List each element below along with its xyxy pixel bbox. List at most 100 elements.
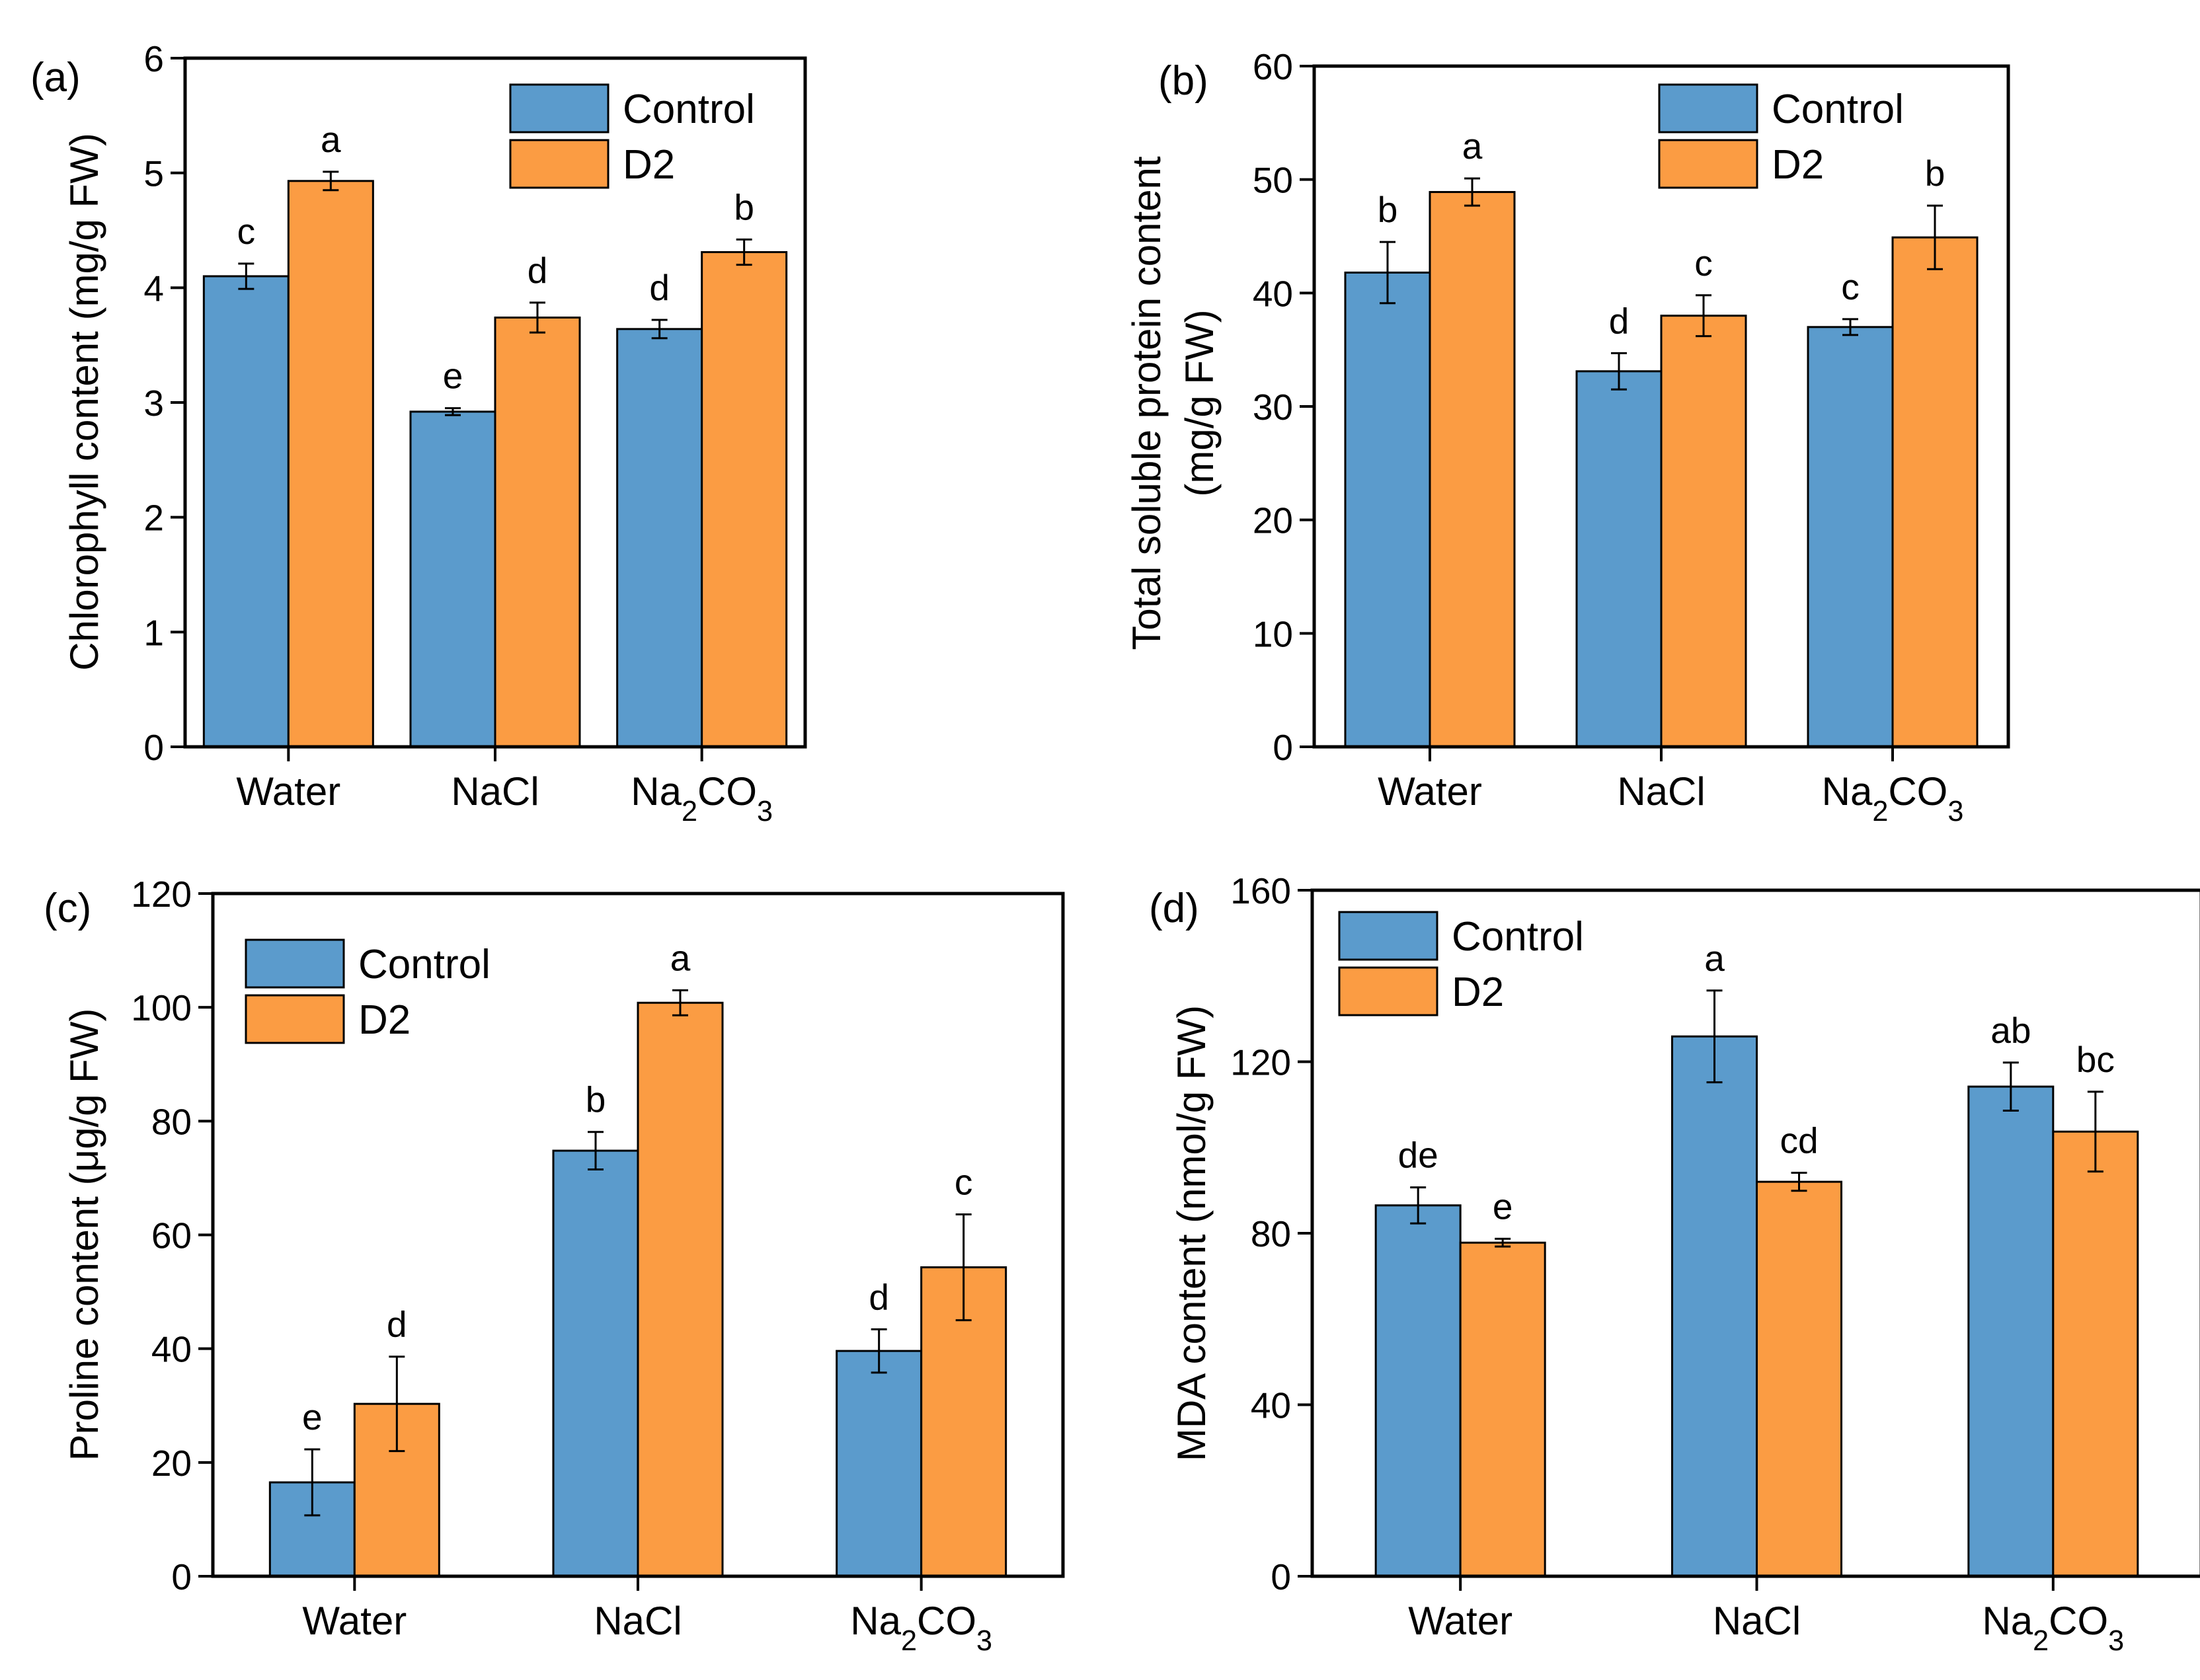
bar-d2-water bbox=[1459, 1241, 1546, 1578]
x-tick-label: NaCl bbox=[451, 769, 539, 814]
significance-letter: c bbox=[1841, 266, 1860, 307]
bar-control-na2co3 bbox=[1967, 1085, 2055, 1578]
x-tick-label: NaCl bbox=[1713, 1599, 1801, 1643]
legend-label: D2 bbox=[1772, 142, 1824, 188]
y-tick-label: 40 bbox=[151, 1329, 192, 1370]
x-tick-label: Na2CO3 bbox=[850, 1599, 992, 1657]
bar-control-nacl bbox=[1671, 1035, 1758, 1578]
y-tick-label: 50 bbox=[1253, 160, 1293, 201]
significance-letter: d bbox=[649, 267, 670, 308]
chart-panel-1: (a) 0 1 2 3 4 5 6 c e d a d b Water NaCl Na2CO3 Chlorophy… bbox=[30, 38, 807, 827]
y-axis-title: Proline content (μg/g FW) bbox=[62, 1009, 106, 1461]
bar-d2-nacl bbox=[1660, 315, 1747, 748]
significance-letter: e bbox=[443, 356, 463, 397]
plot-frame bbox=[183, 56, 807, 749]
legend: Control D2 bbox=[1658, 83, 1904, 189]
legend-label: Control bbox=[1772, 87, 1904, 132]
bar-d2-water bbox=[1429, 191, 1516, 748]
bar-control-nacl bbox=[409, 410, 496, 748]
bar-control-water bbox=[1374, 1204, 1462, 1578]
bar-control-water bbox=[1344, 271, 1431, 748]
significance-letter: c bbox=[1694, 243, 1713, 284]
y-tick-label: 100 bbox=[131, 987, 192, 1028]
y-tick-label: 5 bbox=[143, 153, 164, 194]
y-tick-label: 60 bbox=[151, 1215, 192, 1256]
bar-control-nacl bbox=[1575, 370, 1663, 748]
chart-panel-2: (b) 0 10 20 30 40 50 60 b d c a c b Water NaCl Na2CO3 Tot… bbox=[1124, 46, 2010, 827]
significance-letter: c bbox=[237, 211, 256, 252]
y-tick-label: 120 bbox=[131, 874, 192, 915]
y-tick-label: 60 bbox=[1253, 46, 1293, 87]
significance-letter: b bbox=[734, 186, 754, 227]
significance-letter: c bbox=[955, 1162, 973, 1203]
significance-letter: a bbox=[1462, 126, 1483, 167]
legend-swatch-d2 bbox=[1658, 139, 1758, 189]
bar-control-water bbox=[202, 275, 290, 748]
significance-letter: b bbox=[1378, 189, 1398, 230]
bar-d2-na2co3 bbox=[2052, 1130, 2139, 1578]
bar-control-na2co3 bbox=[616, 328, 703, 748]
bar-control-na2co3 bbox=[1807, 326, 1894, 748]
y-tick-label: 10 bbox=[1253, 613, 1293, 654]
y-tick-label: 80 bbox=[1251, 1213, 1291, 1254]
legend-swatch-d2 bbox=[509, 139, 609, 189]
significance-letter: e bbox=[302, 1396, 323, 1437]
y-tick-label: 20 bbox=[1253, 500, 1293, 541]
y-tick-label: 0 bbox=[1273, 727, 1293, 768]
y-tick-label: 80 bbox=[151, 1101, 192, 1142]
legend-swatch-control bbox=[1658, 83, 1758, 134]
x-tick-label: NaCl bbox=[1617, 769, 1705, 814]
y-axis-title: Total soluble protein content bbox=[1124, 156, 1169, 650]
y-axis-title-line2: (mg/g FW) bbox=[1177, 309, 1222, 496]
plot-frame bbox=[1310, 888, 2200, 1578]
y-axis-title: Chlorophyll content (mg/g FW) bbox=[62, 133, 106, 671]
significance-letter: d bbox=[528, 250, 548, 291]
y-tick-label: 2 bbox=[143, 498, 164, 539]
x-tick-label: NaCl bbox=[594, 1599, 682, 1643]
legend-label: Control bbox=[1452, 914, 1584, 960]
significance-letter: a bbox=[321, 119, 341, 160]
legend-swatch-control bbox=[1338, 911, 1438, 961]
x-tick-label: Water bbox=[1378, 769, 1482, 814]
legend-label: Control bbox=[358, 942, 491, 987]
significance-letter: d bbox=[387, 1304, 407, 1345]
legend-swatch-control bbox=[509, 83, 609, 134]
bar-d2-na2co3 bbox=[701, 250, 788, 748]
y-tick-label: 120 bbox=[1230, 1042, 1291, 1083]
legend-swatch-d2 bbox=[245, 994, 345, 1044]
y-tick-label: 40 bbox=[1251, 1385, 1291, 1426]
y-axis-title: MDA content (nmol/g FW) bbox=[1169, 1005, 1214, 1461]
significance-letter: b bbox=[586, 1079, 606, 1120]
plot-frame bbox=[211, 892, 1065, 1578]
y-tick-label: 40 bbox=[1253, 273, 1293, 314]
legend-label: D2 bbox=[1452, 970, 1504, 1015]
significance-letter: b bbox=[1925, 153, 1945, 194]
legend-label: Control bbox=[623, 87, 755, 132]
legend-label: D2 bbox=[623, 142, 675, 188]
chart-panel-4: (d) 0 40 80 120 160 de a ab e cd bc Water NaCl Na2CO3 M… bbox=[1149, 870, 2200, 1657]
y-tick-label: 0 bbox=[143, 727, 164, 768]
panel-label: (a) bbox=[30, 55, 81, 100]
legend: Control D2 bbox=[509, 83, 755, 189]
legend-swatch-control bbox=[245, 938, 345, 989]
bar-d2-nacl bbox=[637, 1001, 724, 1578]
bar-d2-nacl bbox=[1756, 1180, 1842, 1578]
y-tick-label: 4 bbox=[143, 268, 164, 309]
x-tick-label: Na2CO3 bbox=[1982, 1599, 2124, 1657]
significance-letter: d bbox=[1609, 300, 1630, 341]
significance-letter: de bbox=[1398, 1135, 1438, 1176]
y-tick-label: 1 bbox=[143, 612, 164, 653]
panel-label: (b) bbox=[1158, 58, 1208, 104]
legend-label: D2 bbox=[358, 997, 411, 1043]
significance-letter: cd bbox=[1780, 1120, 1818, 1161]
plot-frame bbox=[1312, 64, 2010, 749]
x-tick-label: Na2CO3 bbox=[1822, 769, 1964, 827]
x-tick-label: Water bbox=[302, 1599, 407, 1643]
legend: Control D2 bbox=[245, 938, 491, 1044]
x-tick-label: Water bbox=[236, 769, 340, 814]
y-tick-label: 20 bbox=[151, 1443, 192, 1484]
y-tick-label: 3 bbox=[143, 383, 164, 424]
bar-d2-nacl bbox=[494, 316, 581, 748]
panel-label: (d) bbox=[1149, 886, 1199, 931]
